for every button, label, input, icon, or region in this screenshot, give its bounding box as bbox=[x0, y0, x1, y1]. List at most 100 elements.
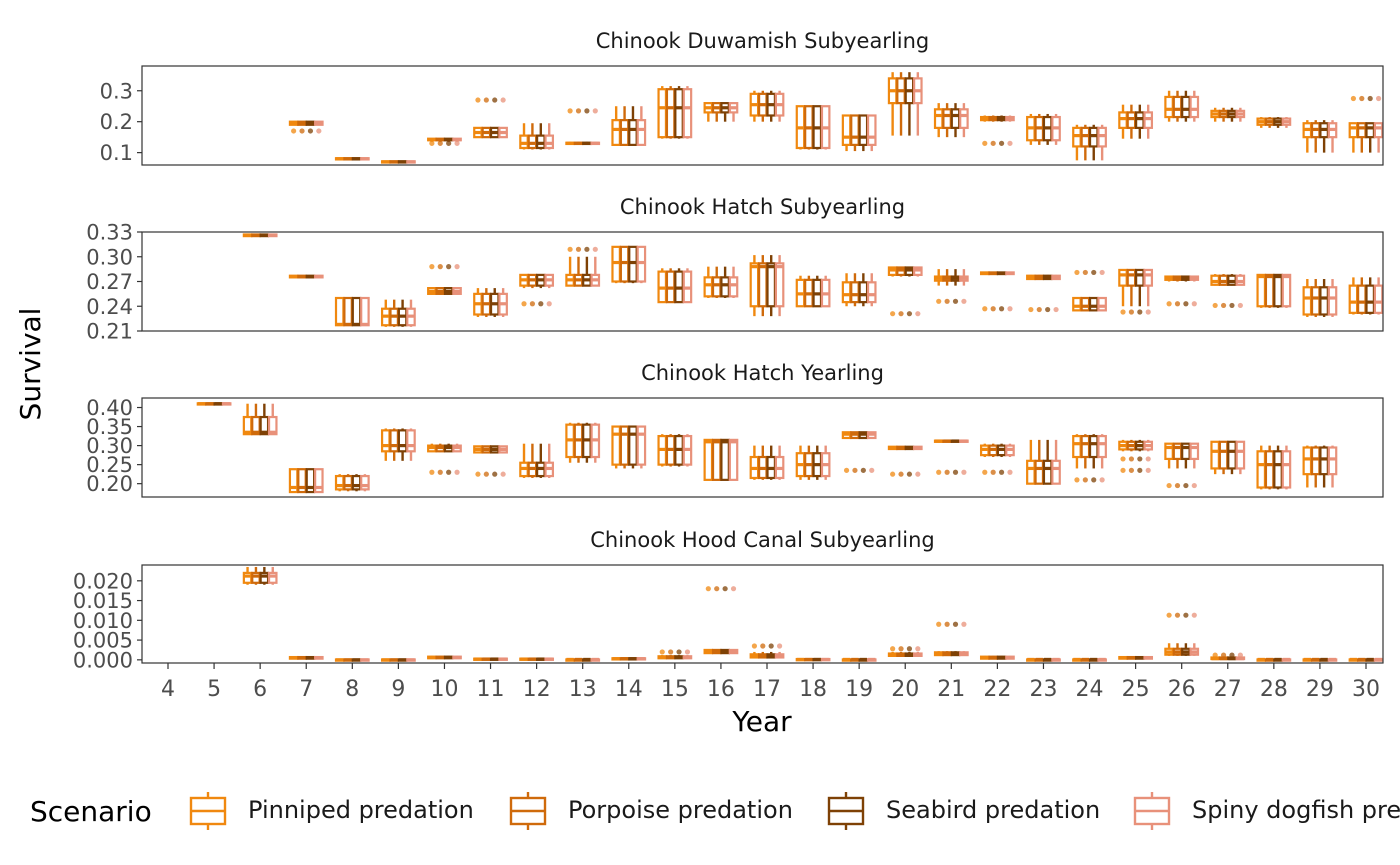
box bbox=[636, 245, 647, 283]
year-9-group bbox=[380, 299, 416, 327]
outlier-point bbox=[906, 646, 913, 652]
outlier-point bbox=[546, 301, 552, 307]
box bbox=[850, 281, 860, 304]
x-tick-label: 13 bbox=[569, 677, 597, 702]
outlier-point bbox=[1137, 456, 1143, 462]
outlier-point bbox=[1128, 309, 1135, 315]
year-18-group bbox=[795, 657, 831, 662]
box bbox=[1319, 446, 1329, 476]
x-tick-label: 18 bbox=[799, 677, 827, 702]
box bbox=[1172, 95, 1183, 119]
outlier-point bbox=[1367, 95, 1373, 102]
outlier-point bbox=[915, 646, 921, 652]
year-14-group bbox=[611, 657, 647, 661]
year-24-group bbox=[1072, 124, 1107, 161]
x-tick-label: 5 bbox=[207, 677, 221, 702]
outlier-point bbox=[567, 108, 573, 114]
x-tick-label: 24 bbox=[1076, 677, 1104, 702]
year-25-group bbox=[1118, 104, 1154, 139]
box bbox=[1365, 284, 1376, 314]
outlier-point bbox=[998, 469, 1005, 475]
legend: Scenario Pinniped predation Porpoise pred… bbox=[30, 792, 1400, 830]
outlier-point bbox=[437, 264, 443, 270]
year-12-group bbox=[519, 657, 555, 661]
outlier-point bbox=[446, 140, 452, 146]
outlier-point bbox=[1212, 652, 1218, 658]
outlier-point bbox=[684, 649, 691, 655]
outlier-point bbox=[890, 311, 896, 317]
box bbox=[1051, 459, 1061, 485]
year-17-group bbox=[749, 255, 785, 317]
outlier-point bbox=[890, 471, 896, 477]
year-20-group bbox=[887, 72, 923, 136]
year-11-group bbox=[473, 657, 508, 661]
outlier-point bbox=[492, 97, 498, 103]
outlier-point bbox=[454, 140, 460, 146]
y-tick-label: 0.000 bbox=[73, 648, 133, 672]
y-tick-label: 0.1 bbox=[100, 141, 133, 165]
x-tick-label: 10 bbox=[430, 677, 458, 702]
box bbox=[628, 245, 638, 283]
x-tick-label: 22 bbox=[983, 677, 1011, 702]
year-19-group bbox=[841, 657, 877, 662]
box bbox=[1189, 95, 1200, 119]
year-26-group bbox=[1164, 90, 1200, 122]
box bbox=[1310, 286, 1321, 316]
year-7-group bbox=[288, 655, 324, 660]
outlier-point bbox=[961, 298, 967, 304]
year-14-group bbox=[611, 245, 647, 284]
outlier-point bbox=[475, 471, 481, 477]
outlier-point bbox=[705, 586, 711, 592]
box bbox=[1126, 268, 1137, 287]
box bbox=[703, 438, 714, 481]
x-tick-label: 29 bbox=[1306, 677, 1334, 702]
outlier-point bbox=[890, 646, 896, 652]
box bbox=[1264, 450, 1275, 489]
year-18-group bbox=[795, 445, 831, 480]
outlier-point bbox=[1120, 456, 1126, 462]
outlier-point bbox=[592, 246, 598, 252]
y-tick-label: 0.33 bbox=[86, 221, 133, 245]
y-tick-label: 0.25 bbox=[86, 453, 133, 477]
year-18-group bbox=[795, 105, 831, 150]
box bbox=[1273, 450, 1283, 489]
outlier-point bbox=[1183, 612, 1189, 618]
outlier-point bbox=[990, 306, 996, 312]
x-tick-label: 11 bbox=[477, 677, 505, 702]
year-15-group bbox=[657, 86, 693, 139]
outlier-point bbox=[936, 621, 942, 627]
year-7-group bbox=[288, 468, 324, 494]
year-14-group bbox=[611, 425, 647, 469]
panel-title: Chinook Duwamish Subyearling bbox=[596, 29, 930, 53]
year-23-group bbox=[1026, 274, 1061, 313]
year-16-group bbox=[703, 266, 739, 298]
legend-label: Porpoise predation bbox=[568, 796, 793, 824]
box bbox=[619, 119, 630, 146]
outlier-point bbox=[1137, 467, 1143, 473]
box bbox=[866, 114, 877, 146]
panels-group: Chinook Duwamish Subyearling0.10.20.3Chi… bbox=[73, 29, 1384, 672]
year-10-group bbox=[427, 264, 462, 295]
box bbox=[267, 571, 278, 584]
x-tick-label: 14 bbox=[615, 677, 643, 702]
outlier-point bbox=[1191, 301, 1197, 307]
outlier-point bbox=[1376, 95, 1382, 102]
box bbox=[1348, 122, 1359, 139]
box bbox=[1181, 95, 1191, 119]
y-tick-label: 0.005 bbox=[73, 629, 133, 653]
year-8-group bbox=[334, 658, 370, 662]
year-8-group bbox=[334, 474, 370, 492]
year-10-group bbox=[427, 655, 462, 660]
outlier-point bbox=[584, 246, 590, 252]
year-20-group bbox=[887, 445, 923, 477]
year-13-group bbox=[565, 246, 601, 287]
outlier-point bbox=[1229, 302, 1235, 309]
box bbox=[858, 114, 869, 146]
box bbox=[950, 108, 961, 129]
year-10-group bbox=[427, 443, 462, 475]
y-tick-label: 0.27 bbox=[86, 270, 133, 294]
outlier-point bbox=[437, 140, 443, 146]
box bbox=[343, 474, 353, 491]
outlier-point bbox=[676, 649, 682, 655]
